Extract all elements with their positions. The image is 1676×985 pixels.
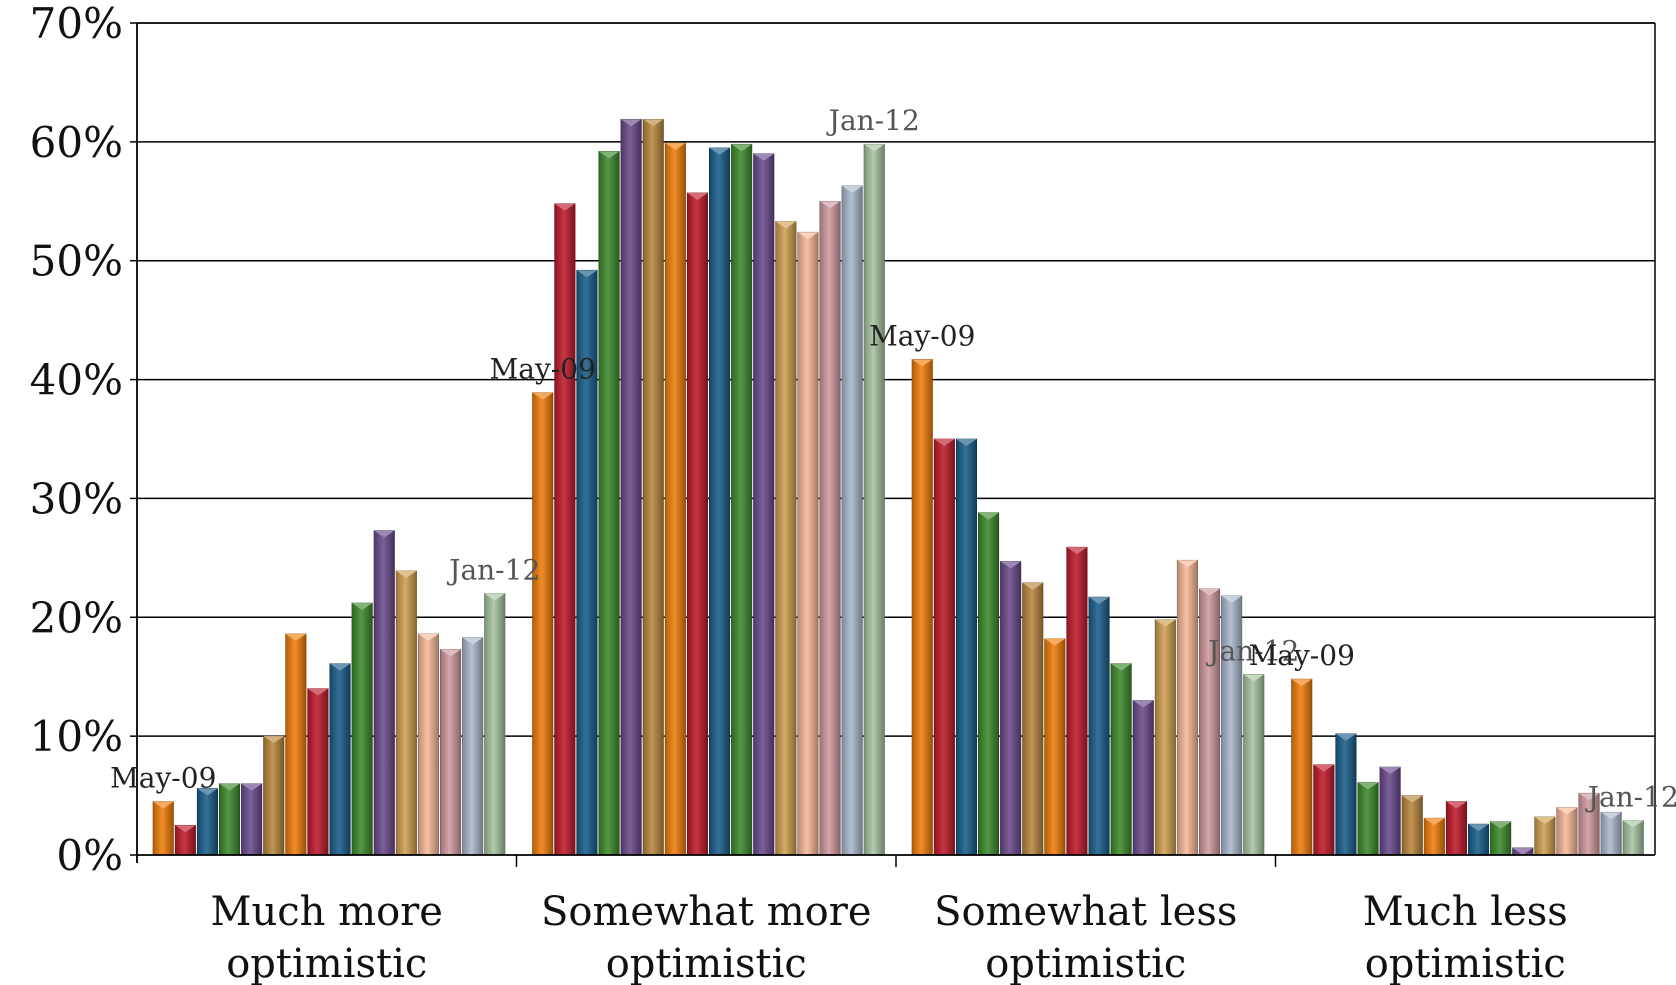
- bar: [977, 512, 1000, 856]
- bar: [1556, 807, 1578, 856]
- y-tick-label: 60%: [30, 118, 123, 167]
- bar: [285, 633, 307, 856]
- y-tick-label: 10%: [30, 712, 123, 761]
- category-label: Somewhat more optimistic: [541, 889, 872, 985]
- bar: [841, 185, 863, 856]
- bar: [174, 824, 196, 856]
- bar: [686, 192, 709, 856]
- bar: [598, 151, 620, 856]
- bar: [532, 392, 554, 856]
- bar: [1154, 619, 1176, 856]
- bar: [219, 783, 241, 856]
- bar: [955, 438, 978, 856]
- bar: [911, 359, 933, 856]
- bar: [1335, 733, 1357, 856]
- bar: [351, 602, 373, 856]
- bar: [1313, 764, 1335, 856]
- annotation-label: May-09: [490, 353, 596, 386]
- annotation-label: Jan-12: [1585, 781, 1676, 814]
- y-tick-label: 40%: [30, 356, 123, 405]
- bar: [1088, 596, 1110, 856]
- bar: [1401, 795, 1423, 856]
- bar: [373, 530, 395, 856]
- category-label: Somewhat less optimistic: [934, 889, 1237, 985]
- bar: [439, 649, 462, 856]
- annotation-label: Jan-12: [1205, 634, 1299, 667]
- bar: [731, 143, 753, 856]
- annotation-label: May-09: [1249, 639, 1355, 672]
- bar: [1000, 561, 1022, 856]
- bar: [797, 231, 819, 856]
- bar: [1600, 811, 1622, 856]
- bar: [1022, 582, 1044, 856]
- bar: [753, 153, 775, 856]
- bar: [417, 633, 440, 856]
- y-tick-label: 50%: [30, 237, 123, 286]
- axes: [130, 22, 1656, 867]
- bar: [554, 203, 576, 856]
- bar: [1379, 766, 1401, 856]
- bar: [1044, 638, 1066, 856]
- bar: [263, 735, 285, 856]
- bar: [1534, 816, 1556, 856]
- labels: 0% 10% 20% 30% 40% 50% 60% 70% Much more optimist…: [30, 0, 1676, 985]
- bar: [1243, 674, 1265, 856]
- bar: [1176, 559, 1198, 856]
- bars: [152, 118, 1644, 856]
- bar: [1490, 821, 1512, 856]
- bar: [642, 118, 664, 856]
- annotation-label: Jan-12: [446, 554, 540, 587]
- bar: [819, 200, 841, 856]
- bar: [307, 688, 329, 856]
- bar: [1468, 823, 1490, 856]
- bar: [620, 118, 642, 856]
- bar: [1445, 801, 1467, 856]
- bar: [196, 788, 218, 856]
- category-label: Much less optimistic: [1363, 889, 1568, 985]
- bar: [1291, 678, 1313, 856]
- y-tick-label: 30%: [30, 474, 123, 523]
- bar: [664, 142, 686, 856]
- bar: [1199, 588, 1221, 856]
- y-tick-label: 20%: [30, 593, 123, 642]
- bar: [1066, 546, 1088, 856]
- y-tick-label: 0%: [56, 831, 123, 880]
- annotation-label: May-09: [110, 762, 216, 795]
- bar: [1110, 663, 1132, 856]
- bar: [863, 143, 885, 856]
- bar: [241, 783, 263, 856]
- bar: [1512, 847, 1534, 856]
- bar: [775, 221, 797, 856]
- bar: [395, 570, 417, 856]
- annotation-label: May-09: [869, 319, 975, 352]
- bar: [1423, 817, 1445, 856]
- bar: [708, 147, 731, 856]
- bar: [1132, 700, 1154, 856]
- category-label: Much more optimistic: [211, 889, 443, 985]
- bar: [484, 593, 506, 856]
- bar: [933, 438, 955, 856]
- annotation-label: Jan-12: [826, 104, 920, 137]
- bar: [329, 663, 351, 856]
- bar: [462, 637, 484, 856]
- y-tick-label: 70%: [30, 0, 123, 48]
- bar: [1357, 782, 1379, 856]
- bar: [1622, 820, 1644, 856]
- bar: [152, 801, 174, 856]
